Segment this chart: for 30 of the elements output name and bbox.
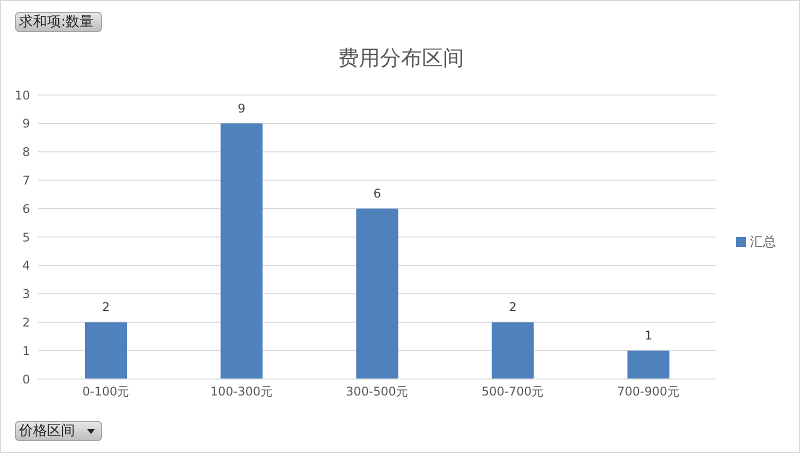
bar	[220, 123, 263, 379]
bar	[356, 208, 398, 379]
data-label: 9	[238, 101, 246, 116]
data-label: 6	[373, 186, 382, 201]
bar	[85, 322, 127, 379]
y-tick-label: 6	[22, 202, 30, 216]
y-tick-label: 0	[22, 372, 30, 386]
chart-title: 费用分布区间	[337, 45, 465, 72]
legend-label: 汇总	[750, 235, 776, 250]
y-tick-label: 10	[14, 88, 30, 102]
x-tick-label: 300-500元	[346, 384, 408, 399]
y-tick-label: 3	[22, 287, 30, 302]
y-tick-label: 2	[22, 315, 30, 330]
x-tick-label: 100-300元	[210, 384, 272, 399]
field-button: 价格区间	[15, 421, 102, 441]
y-tick-label: 8	[22, 145, 30, 160]
data-label: 2	[102, 300, 110, 314]
field-button: 求和项:数量	[15, 12, 102, 32]
y-tick-label: 4	[22, 258, 30, 273]
y-tick-label: 1	[22, 344, 30, 358]
y-tick-label: 5	[22, 230, 30, 244]
bar	[492, 322, 534, 379]
y-tick-label: 9	[22, 116, 30, 131]
y-tick-label: 7	[22, 173, 30, 188]
data-label: 1	[644, 328, 652, 343]
bar	[627, 350, 670, 379]
data-label: 2	[508, 300, 517, 314]
x-tick-label: 500-700元	[482, 384, 544, 399]
x-tick-label: 0-100元	[82, 384, 130, 399]
x-tick-label: 700-900元	[617, 384, 680, 399]
